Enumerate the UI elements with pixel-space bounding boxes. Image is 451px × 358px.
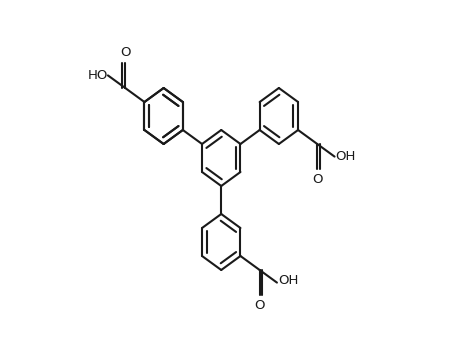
- Text: HO: HO: [88, 69, 108, 82]
- Text: OH: OH: [278, 274, 299, 287]
- Text: OH: OH: [335, 150, 355, 163]
- Text: O: O: [120, 46, 130, 59]
- Text: O: O: [254, 299, 264, 312]
- Text: O: O: [311, 173, 322, 186]
